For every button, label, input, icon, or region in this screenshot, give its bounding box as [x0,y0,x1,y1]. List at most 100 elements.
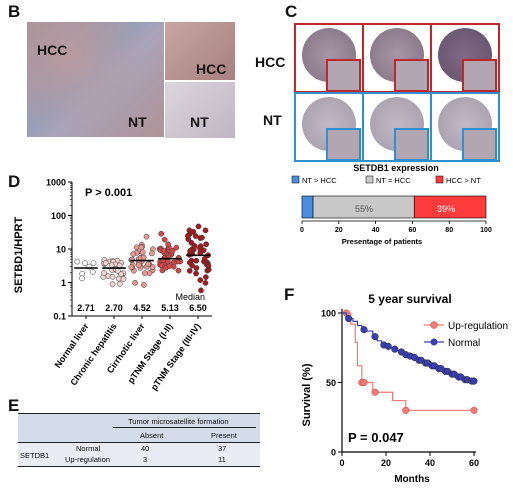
row-label-up-regulation: Up-regulation [65,455,111,464]
microsatellite-table: Tumor microsatellite formation Absent Pr… [18,413,260,467]
expression-bar-segment [413,195,487,219]
nt-label: NT [128,114,147,130]
tissue-core-frame-hcc-2 [362,23,432,93]
bar-label-55: 55% [355,204,373,214]
data-point [159,267,166,274]
hcc-label: HCC [37,42,68,58]
data-point [114,267,121,274]
data-point [79,275,85,282]
tissue-core-inset-nt-2 [394,128,429,161]
censor-marker [360,378,368,387]
censor-marker [371,388,379,396]
y-axis-tick-label: 100 [321,309,336,319]
legend-swatch-nt-gt-hcc [291,175,300,184]
survival-title: 5 year survival [368,292,451,306]
data-point [120,276,127,282]
data-point [109,273,116,280]
survival-x-axis-label: Months [394,474,430,485]
survival-curve-up-regulation [342,312,474,411]
y-axis-tick-label: 1 [61,278,66,288]
data-point [132,279,138,286]
data-point [187,247,194,254]
panel-label-e: E [8,396,20,415]
data-point [193,270,199,277]
expression-axis-tick-label: 60 [409,227,417,234]
data-point [161,236,168,243]
median-value-label: 4.52 [133,303,151,313]
inset-nt-label: NT [190,114,209,130]
survival-legend: Up-regulation Normal [424,321,508,349]
table-header-bar: Tumor microsatellite formation Absent Pr… [18,413,260,442]
legend-label-hcc-gt-nt: HCC > NT [446,176,481,185]
data-point [195,223,202,230]
median-value-label: 6.50 [189,303,207,313]
data-point [165,241,171,248]
p-value-annotation-f: P = 0.047 [348,430,404,445]
column-header-absent: Absent [140,431,164,440]
inset-hcc-label: HCC [196,61,227,77]
censor-marker [371,333,379,341]
censor-marker [345,315,353,323]
cell-up-absent: 3 [143,455,148,464]
y-axis-tick-label: 100 [51,211,66,221]
data-point [191,243,198,249]
expression-axis-tick-label: 40 [372,227,380,234]
data-point [203,274,209,280]
data-point [74,258,81,265]
data-point [197,277,204,283]
censor-marker [384,342,392,350]
data-point [169,248,176,254]
data-point [198,287,204,294]
legend-label-nt-gt-hcc: NT > HCC [302,176,337,185]
tissue-core-inset-hcc-1 [326,59,361,92]
survival-chart: 5 year survival Survival (%) Months P = … [301,292,508,485]
expression-x-axis: 0 20 40 60 80 100 [300,220,492,234]
data-point [175,267,182,274]
data-point [102,260,109,266]
data-point [193,257,200,264]
data-point [130,251,137,257]
legend-swatch-nt-eq-hcc [365,175,374,184]
setdb1-scatter-chart: SETBD1/HPRT P > 0.001 Median 0.1 1 10 100 10… [13,178,212,392]
tissue-core-inset-hcc-2 [394,59,429,92]
hcc-row-label: HCC [255,54,286,70]
survival-y-axis-label: Survival (%) [301,363,313,426]
table-body: SETDB1 Normal 40 37 Up-regulation 3 11 [18,442,260,467]
data-point [109,281,116,288]
data-point [190,228,197,235]
data-point [143,233,150,240]
data-point [186,259,193,266]
data-point [117,281,123,287]
censor-marker [391,345,399,353]
x-axis-tick-label: 40 [425,458,435,468]
data-point [160,248,167,254]
legend-swatch-hcc-gt-nt [435,175,444,184]
median-value-label: 2.70 [105,303,123,313]
expression-x-axis-label: Presentage of patients [342,237,422,246]
tissue-core-inset-nt-1 [326,128,361,161]
data-point [202,280,209,286]
data-point [101,270,107,276]
nt-row-label: NT [263,112,282,128]
cell-up-present: 11 [218,455,226,464]
setdb1-y-axis-label: SETBD1/HPRT [13,217,25,294]
expression-legend: NT > HCC NT = HCC HCC > NT [291,175,481,185]
expression-bar-chart: SETDB1 expression NT > HCC NT = HCC HCC … [291,163,492,246]
ihc-inset-nt [165,82,235,138]
expression-chart-title: SETDB1 expression [353,163,439,173]
data-point [135,262,142,268]
data-point [108,262,115,269]
data-point [186,267,193,274]
expression-bar-segment [301,195,314,219]
tissue-core-frame-hcc-1 [294,23,364,93]
tissue-core-inset-nt-3 [462,128,497,161]
table-header-title: Tumor microsatellite formation [128,417,229,426]
category-label: pTNM Stage (III-IV) [149,321,203,392]
tissue-core-frame-hcc-3 [430,23,500,93]
data-point [202,227,209,234]
data-point [166,263,173,269]
data-point [138,244,145,251]
data-point [128,264,135,270]
data-point [192,233,199,239]
